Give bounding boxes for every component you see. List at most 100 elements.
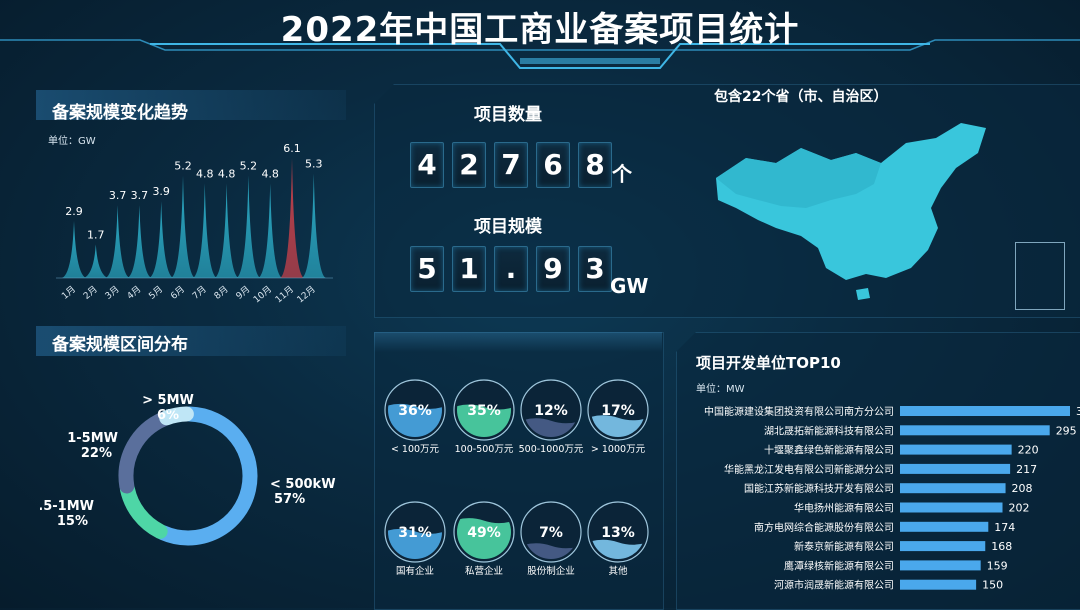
investment-panel [374, 332, 664, 610]
top10-bar [900, 406, 1070, 416]
trend-value-label: 4.8 [218, 167, 236, 180]
trend-value-label: 5.2 [240, 160, 258, 173]
gauge-fill [457, 404, 511, 437]
top10-bar [900, 463, 1011, 474]
gauge-category: < 100万元 [391, 444, 440, 455]
scale-digit: 5 [410, 246, 444, 292]
trend-month-label: 11月 [273, 284, 296, 306]
trend-value-label: 5.2 [174, 160, 192, 173]
trend-value-label: 3.9 [152, 185, 170, 198]
scale-digit: 1 [452, 246, 486, 292]
top10-bar [900, 444, 1012, 455]
top10-bar-value: 174 [994, 521, 1015, 534]
trend-month-label: 6月 [169, 284, 187, 302]
trend-peak [192, 183, 217, 278]
gauge-value: 35% [467, 403, 501, 419]
donut-slice-pct: 22% [81, 446, 112, 461]
gauge-fill [457, 518, 511, 559]
scale-unit: GW [610, 274, 649, 298]
trend-value-label: 4.8 [261, 167, 279, 180]
trend-peak [83, 244, 108, 278]
gauge-category: 其他 [608, 565, 628, 577]
top10-category-label: 湖北晟拓新能源科技有限公司 [764, 424, 894, 437]
gauge-category: 国有企业 [396, 565, 434, 577]
donut-slice [155, 406, 258, 546]
gauge-category: > 1000万元 [591, 444, 646, 455]
top10-bar [900, 483, 1006, 494]
top10-category-label: 南方电网综合能源股份有限公司 [754, 521, 894, 534]
donut-slice-label: > 5MW [142, 393, 194, 408]
donut-leader-line [166, 409, 191, 417]
donut-slice-pct: 6% [157, 408, 179, 423]
trend-value-label: 1.7 [87, 229, 105, 242]
trend-month-label: 3月 [103, 284, 121, 302]
trend-month-label: 4月 [125, 284, 143, 302]
scale-digit: 3 [578, 246, 612, 292]
count-digit: 7 [494, 142, 528, 188]
map-inset-box [1015, 242, 1065, 310]
gauge-value: 36% [398, 403, 432, 419]
trend-peak [149, 201, 174, 278]
gauge-category: 500-1000万元 [519, 444, 584, 455]
trend-peak [214, 183, 239, 278]
donut-slice-label: 0.5-1MW [40, 499, 94, 514]
gauge-value: 13% [601, 525, 635, 541]
trend-value-label: 3.7 [109, 189, 127, 202]
gauge-value: 12% [534, 403, 568, 419]
trend-month-label: 10月 [251, 284, 274, 306]
top10-panel [676, 332, 1080, 610]
circle-grid: 36% < 100万元 35% 100-500万元 12% 500-1000万元 17% > … [384, 379, 649, 577]
donut-slice [119, 481, 168, 539]
map-hainan-island [856, 288, 870, 300]
top10-bar-value: 220 [1018, 444, 1039, 457]
page-title: 2022年中国工商业备案项目统计 [280, 10, 800, 50]
top10-bar-value: 202 [1009, 502, 1030, 515]
donut-slice [118, 411, 172, 494]
trend-month-label: 9月 [234, 284, 252, 302]
trend-peak [258, 183, 283, 278]
trend-peak [127, 205, 152, 278]
gauge-category: 私营企业 [465, 565, 503, 577]
top10-category-label: 河源市润晟新能源有限公司 [774, 579, 894, 592]
top10-bar-value: 33 [1076, 405, 1080, 418]
gauge-category: 100-500万元 [455, 444, 514, 455]
top10-unit: 单位：MW [696, 384, 745, 395]
count-digit: 6 [536, 142, 570, 188]
trend-panel-header [36, 90, 346, 120]
donut-slice-label: < 500kW [270, 477, 336, 492]
top10-bar-value: 208 [1012, 482, 1033, 495]
trend-unit-label: 单位：GW [48, 136, 96, 147]
trend-panel-title: 备案规模变化趋势 [52, 103, 188, 123]
trend-month-label: 7月 [190, 284, 208, 302]
trend-value-label: 5.3 [305, 158, 323, 171]
gauge-value: 17% [601, 403, 635, 419]
top10-bar-chart: 中国能源建设集团投资有限公司南方分公司 33 湖北晟拓新能源科技有限公司 295 十堰聚… [704, 405, 1080, 592]
gauge-fill [388, 403, 442, 437]
top10-bar [900, 579, 977, 590]
top10-category-label: 华电扬州能源有限公司 [794, 502, 894, 515]
title-bar-frame [0, 39, 1080, 69]
top10-bar-value: 159 [987, 559, 1008, 572]
count-digit: 8 [578, 142, 612, 188]
top10-category-label: 华能黑龙江发电有限公司新能源分公司 [724, 463, 894, 476]
top10-bar-value: 295 [1056, 424, 1077, 437]
trend-chart: 2.9 1月 1.7 2月 3.7 3月 3.7 4月 3.9 5月 5.2 6月 4.8 7月 4.8 8月… [56, 142, 333, 306]
gauge-fill [388, 528, 442, 559]
trend-peak [105, 205, 130, 278]
top10-bar [900, 521, 989, 532]
trend-month-label: 1月 [60, 284, 78, 302]
scale-digit: . [494, 246, 528, 292]
top10-category-label: 鹰潭绿核新能源有限公司 [784, 559, 894, 572]
trend-value-label: 6.1 [283, 142, 301, 155]
top10-bar-value: 168 [991, 540, 1012, 553]
count-digit: 2 [452, 142, 486, 188]
trend-month-label: 2月 [81, 284, 99, 302]
top10-category-label: 新泰京新能源有限公司 [794, 540, 894, 553]
top10-bar-value: 150 [982, 579, 1003, 592]
trend-peak [301, 173, 326, 278]
top10-bar-value: 217 [1016, 463, 1037, 476]
count-digit: 4 [410, 142, 444, 188]
china-map [716, 123, 986, 300]
